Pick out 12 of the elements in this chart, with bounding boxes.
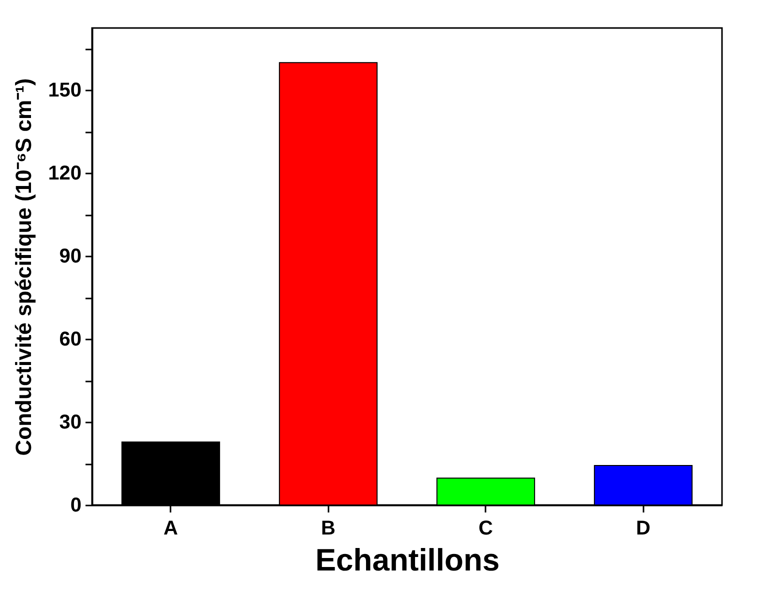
x-tick-label: C	[478, 518, 493, 540]
y-tick-label: 0	[70, 494, 82, 516]
x-tick-label: A	[164, 518, 178, 540]
x-tick-label: B	[321, 518, 336, 540]
y-tick-label: 90	[59, 246, 82, 268]
y-tick-label: 60	[59, 328, 82, 351]
y-tick-label: 150	[48, 80, 82, 102]
x-tick-label: D	[636, 518, 650, 540]
y-axis-title: Conductivité spécifique (10⁻⁶S cm⁻¹)	[11, 78, 36, 456]
x-axis-title: Echantillons	[315, 542, 500, 578]
y-tick-label: 120	[48, 162, 82, 185]
y-tick-label: 30	[59, 412, 82, 434]
